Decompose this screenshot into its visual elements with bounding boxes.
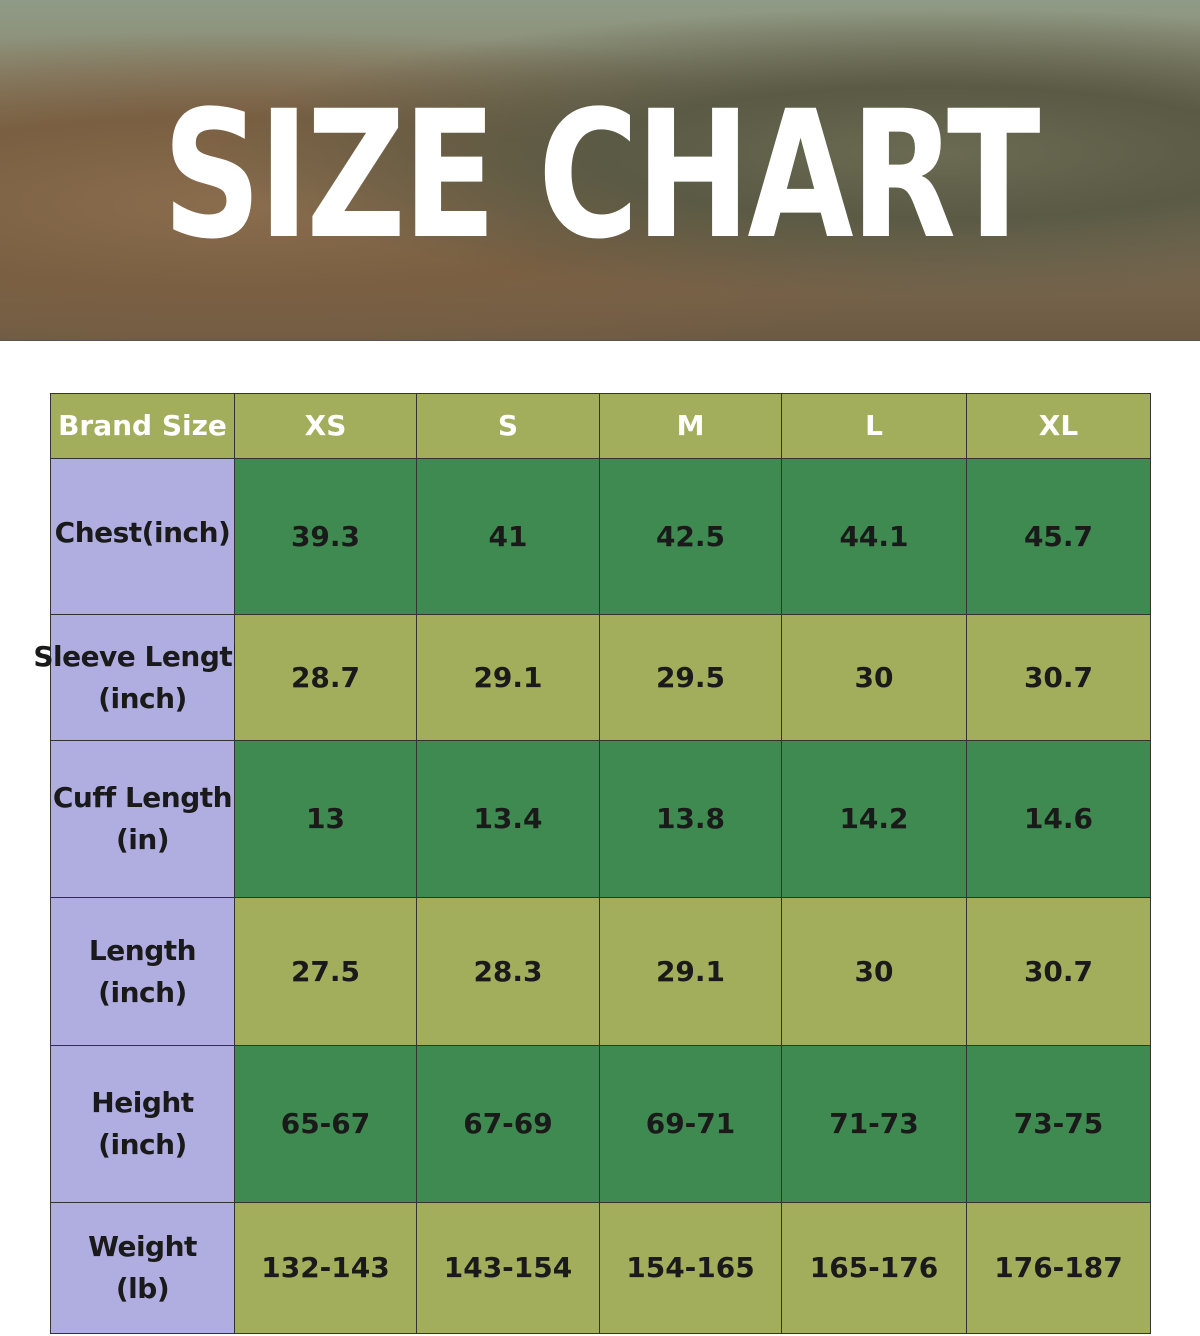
header-cell: Brand Size [51, 394, 235, 459]
header-text: S [497, 409, 519, 442]
value-cell: 39.3 [235, 459, 417, 615]
value-cell: 71-73 [782, 1046, 967, 1203]
row-label-cell: Weight (lb) [51, 1203, 235, 1334]
row-label: (inch) [98, 681, 187, 715]
cell-value: 39.3 [290, 519, 361, 553]
cell-value: 143-154 [443, 1251, 573, 1284]
cell-value: 28.7 [290, 660, 361, 694]
value-cell: 176-187 [967, 1203, 1151, 1334]
row-label-cell: Length (inch) [51, 898, 235, 1046]
row-label: Chest(inch) [54, 515, 231, 549]
row-label: Height [91, 1086, 194, 1119]
row-label-cell: Height (inch) [51, 1046, 235, 1203]
header-cell: M [600, 394, 782, 459]
header-cell: XL [967, 394, 1151, 459]
row-label-cell: Sleeve Length (inch) [33, 615, 252, 741]
row-label: (in) [115, 823, 170, 856]
header-text: XL [1038, 409, 1079, 442]
header-cell: L [782, 394, 967, 459]
cell-value: 44.1 [839, 519, 909, 553]
value-cell: 30 [782, 898, 967, 1046]
cell-value: 154-165 [626, 1251, 755, 1284]
banner: SIZE CHART [0, 0, 1200, 341]
title: SIZE CHART [162, 73, 1041, 278]
value-cell: 30.7 [967, 615, 1151, 741]
cell-value: 42.5 [655, 519, 726, 553]
value-cell: 30.7 [967, 898, 1151, 1046]
cell-value: 165-176 [809, 1251, 939, 1284]
cell-value: 13.8 [655, 802, 726, 835]
row-label: Sleeve Length [33, 639, 252, 673]
header-text: M [676, 409, 705, 442]
value-cell: 29.5 [600, 615, 782, 741]
cell-value: 14.2 [839, 802, 909, 835]
cell-value: 73-75 [1013, 1107, 1104, 1140]
value-cell: 13.4 [417, 741, 600, 898]
cell-value: 13 [306, 802, 345, 835]
size-table: Brand Size XS S M L XL Chest(inch) 39.3 41 42.5 44… [33, 393, 1151, 1334]
cell-value: 30 [854, 954, 894, 988]
cell-value: 13.4 [473, 802, 543, 835]
value-cell: 65-67 [235, 1046, 417, 1203]
cell-value: 132-143 [261, 1251, 390, 1284]
header-text: XS [304, 409, 347, 442]
value-cell: 143-154 [417, 1203, 600, 1334]
cell-value: 28.3 [473, 954, 543, 988]
value-cell: 154-165 [600, 1203, 782, 1334]
value-cell: 73-75 [967, 1046, 1151, 1203]
cell-value: 30 [854, 660, 894, 694]
row-label: Length [88, 933, 197, 967]
value-cell: 45.7 [967, 459, 1151, 615]
header-cell: S [417, 394, 600, 459]
value-cell: 27.5 [235, 898, 417, 1046]
cell-value: 30.7 [1023, 660, 1094, 694]
value-cell: 69-71 [600, 1046, 782, 1203]
value-cell: 13.8 [600, 741, 782, 898]
cell-value: 65-67 [280, 1107, 371, 1140]
value-cell: 29.1 [417, 615, 600, 741]
value-cell: 28.3 [417, 898, 600, 1046]
cell-value: 69-71 [645, 1107, 736, 1140]
cell-value: 27.5 [290, 954, 361, 988]
value-cell: 30 [782, 615, 967, 741]
value-cell: 44.1 [782, 459, 967, 615]
cell-value: 41 [488, 519, 528, 553]
row-label-cell: Cuff Length (in) [51, 741, 235, 898]
row-label: (lb) [115, 1272, 170, 1305]
row-label: Weight [88, 1230, 197, 1263]
value-cell: 132-143 [235, 1203, 417, 1334]
row-label: (inch) [98, 1128, 187, 1161]
value-cell: 28.7 [235, 615, 417, 741]
value-cell: 14.2 [782, 741, 967, 898]
value-cell: 165-176 [782, 1203, 967, 1334]
cell-value: 14.6 [1023, 802, 1094, 835]
header-cell: XS [235, 394, 417, 459]
value-cell: 14.6 [967, 741, 1151, 898]
cell-value: 176-187 [994, 1251, 1123, 1284]
cell-value: 45.7 [1023, 519, 1094, 553]
header-text: L [865, 409, 883, 442]
value-cell: 42.5 [600, 459, 782, 615]
value-cell: 13 [235, 741, 417, 898]
row-label: Cuff Length [52, 781, 233, 814]
value-cell: 29.1 [600, 898, 782, 1046]
cell-value: 29.1 [473, 660, 543, 694]
cell-value: 30.7 [1023, 954, 1094, 988]
value-cell: 41 [417, 459, 600, 615]
header-text: Brand Size [58, 409, 227, 442]
cell-value: 29.5 [655, 660, 726, 694]
cell-value: 71-73 [829, 1107, 919, 1140]
cell-value: 67-69 [463, 1107, 553, 1140]
cell-value: 29.1 [655, 954, 726, 988]
value-cell: 67-69 [417, 1046, 600, 1203]
row-label-cell: Chest(inch) [51, 459, 235, 615]
row-label: (inch) [98, 975, 187, 1009]
